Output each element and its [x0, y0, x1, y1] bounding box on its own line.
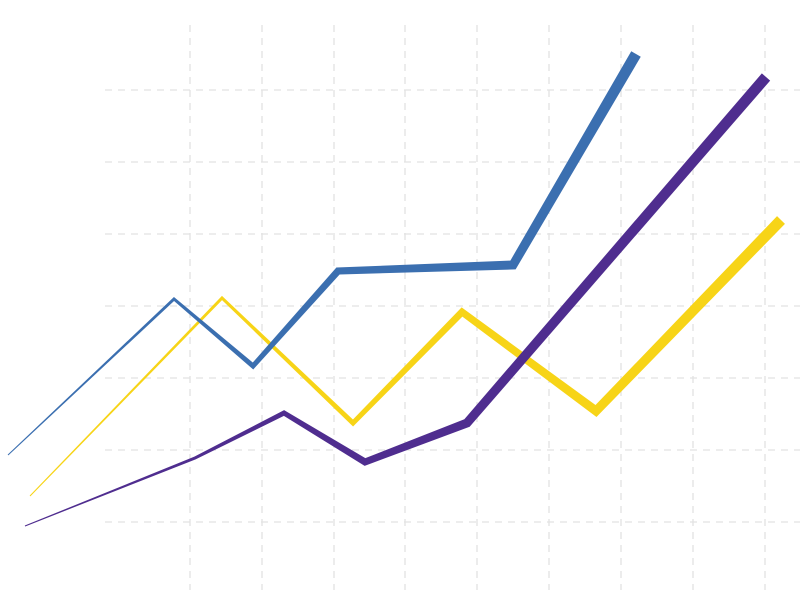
- series-line: [24, 73, 771, 527]
- series-line: [29, 216, 785, 497]
